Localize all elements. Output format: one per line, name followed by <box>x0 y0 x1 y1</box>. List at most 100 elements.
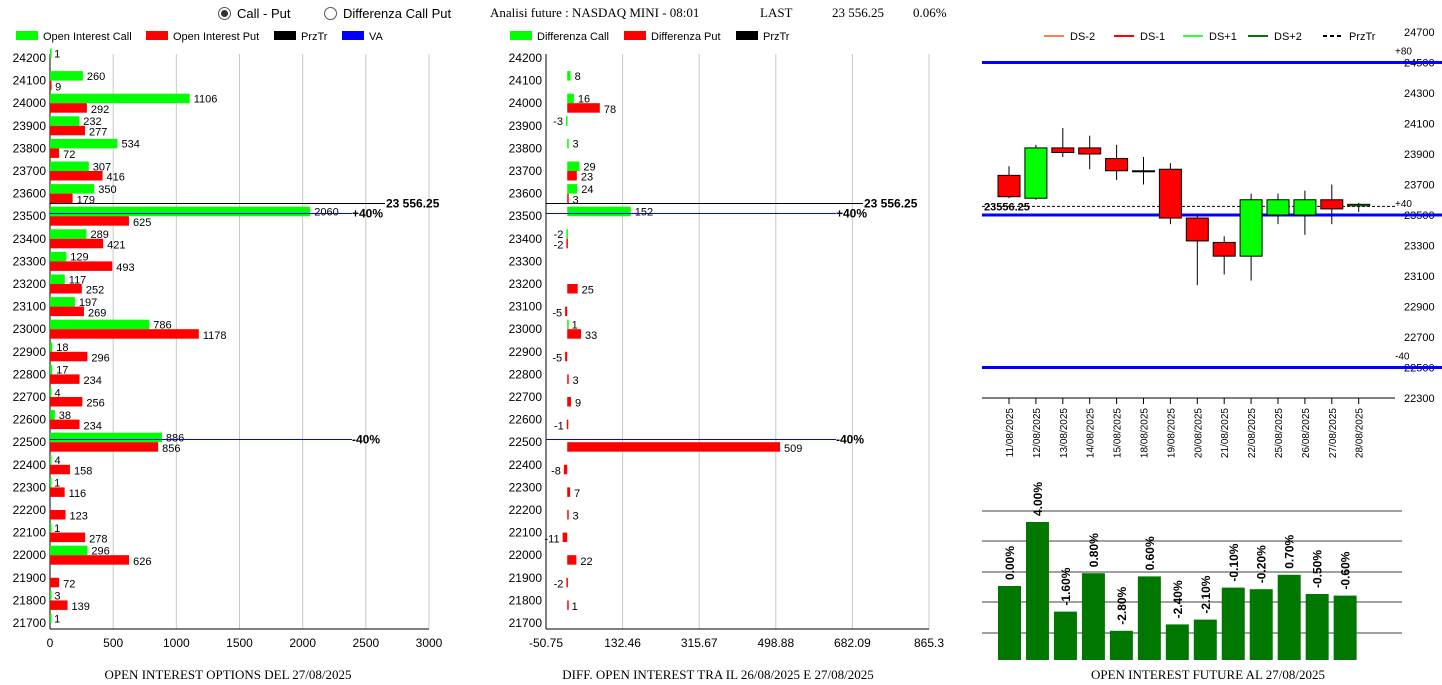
future-bar-label: -0.50% <box>1311 550 1325 588</box>
oi-chart-call-bar <box>50 229 87 239</box>
diff-chart-ytick-label: 22400 <box>509 458 543 472</box>
diff-chart-put-value: -2 <box>554 579 564 591</box>
diff-chart-ytick-label: 22500 <box>509 435 543 449</box>
oi-chart-put-bar <box>50 103 87 113</box>
radio-call-put[interactable]: Call - Put <box>218 6 290 21</box>
oi-chart-put-value: 72 <box>63 579 75 591</box>
oi-chart-xtick-label: 0 <box>47 636 54 650</box>
future-bar-label: 4.00% <box>1031 482 1045 516</box>
diff-chart-put-bar <box>567 103 600 113</box>
oi-chart-put-bar <box>50 532 86 543</box>
future-bar-label: 0.60% <box>1143 536 1157 570</box>
oi-chart-ytick-label: 22500 <box>13 435 47 449</box>
diff-chart-put-value: -5 <box>552 307 562 319</box>
oi-chart-put-bar <box>50 510 66 520</box>
diff-chart-call-value: 152 <box>635 206 653 218</box>
candle-date-label: 12/08/2025 <box>1032 408 1043 458</box>
oi-chart-put-value: 626 <box>133 556 151 568</box>
future-bar-label: -0.60% <box>1339 551 1353 589</box>
candle-ytick-label: 22900 <box>1404 302 1435 314</box>
diff-chart-put-bar <box>567 510 569 520</box>
diff-chart-ytick-label: 22300 <box>509 480 543 494</box>
diff-chart-put-bar <box>566 238 568 249</box>
diff-chart-ytick-label: 23000 <box>509 322 543 336</box>
oi-chart-call-value: 4 <box>55 387 61 399</box>
oi-chart-call-bar <box>50 590 52 601</box>
future-bar <box>1165 624 1189 660</box>
diff-chart-put-value: -11 <box>545 533 560 545</box>
oi-chart-call-value: 4 <box>55 455 61 467</box>
oi-chart-put-value: 234 <box>84 375 102 387</box>
oi-chart-ytick-label: 21900 <box>13 571 47 585</box>
radio-unselected-icon <box>324 7 337 20</box>
oi-chart-ytick-label: 22300 <box>13 480 47 494</box>
diff-chart-put-value: 509 <box>784 443 802 455</box>
diff-chart-ytick-label: 21900 <box>509 571 543 585</box>
oi-chart-ytick-label: 23600 <box>13 187 47 201</box>
last-value: 23 556.25 <box>832 5 884 20</box>
candle-body <box>1185 217 1209 242</box>
diff-chart-va-label: +40% <box>836 206 867 220</box>
radio-diff[interactable]: Differenza Call Put <box>324 6 451 21</box>
future-bar <box>1109 630 1133 660</box>
oi-chart-call-bar <box>50 432 162 443</box>
oi-chart-ytick-label: 24000 <box>13 96 47 110</box>
oi-chart-ytick-label: 22600 <box>13 413 47 427</box>
future-bar <box>1221 587 1245 660</box>
oi-chart-put-bar <box>50 555 130 565</box>
oi-chart-ytick-label: 22200 <box>13 503 47 517</box>
oi-chart-put-bar <box>50 193 73 204</box>
future-bar <box>1305 594 1329 660</box>
oi-chart-put-value: 72 <box>63 149 75 161</box>
diff-chart-ytick-label: 23300 <box>509 254 543 268</box>
oi-chart-put-bar <box>50 238 104 249</box>
oi-chart-call-value: 1106 <box>194 93 218 105</box>
oi-chart-call-value: 886 <box>166 432 184 444</box>
oi-chart-call-bar <box>50 71 83 81</box>
oi-chart-ytick-label: 23700 <box>13 164 47 178</box>
oi-chart-call-value: 3 <box>54 591 60 603</box>
oi-chart-call-value: 786 <box>153 319 171 331</box>
candle-level-label: +40 <box>1395 199 1412 210</box>
diff-chart-put-bar <box>565 306 568 317</box>
diff-chart-ytick-label: 22800 <box>509 367 543 381</box>
diff-chart-xtick-label: 132.46 <box>604 636 641 650</box>
future-bar <box>1137 576 1161 660</box>
diff-chart-put-value: 22 <box>580 556 592 568</box>
diff-chart-put-bar <box>567 555 577 565</box>
oi-chart-put-bar <box>50 80 52 91</box>
oi-chart-ytick-label: 22800 <box>13 367 47 381</box>
oi-chart-call-bar <box>50 545 88 556</box>
diff-chart-put-bar <box>567 600 569 610</box>
diff-chart-ytick-label: 23500 <box>509 209 543 223</box>
candle-ytick-label: 23900 <box>1404 149 1435 161</box>
oi-chart-ytick-label: 23100 <box>13 300 47 314</box>
diff-chart-ytick-label: 21700 <box>509 616 543 630</box>
candle-date-label: 25/08/2025 <box>1274 408 1285 458</box>
oi-chart-put-value: 158 <box>74 466 92 478</box>
legend-left-swatch <box>146 31 168 40</box>
diff-chart-call-bar <box>567 161 580 171</box>
diff-chart-put-bar <box>567 329 582 339</box>
candle-ytick-label: 23100 <box>1404 271 1435 283</box>
diff-chart-put-value: 3 <box>572 511 578 523</box>
oi-chart-put-bar <box>50 125 85 136</box>
diff-chart-ytick-label: 22900 <box>509 345 543 359</box>
oi-chart-put-value: 1178 <box>203 330 227 342</box>
diff-chart-put-value: 3 <box>572 194 578 206</box>
oi-chart-call-value: 117 <box>69 274 87 286</box>
oi-chart-put-value: 292 <box>91 104 109 116</box>
oi-chart-ytick-label: 22900 <box>13 345 47 359</box>
diff-chart-title: DIFF. OPEN INTEREST TRA IL 26/08/2025 E … <box>562 667 873 682</box>
oi-chart-call-bar <box>50 184 95 194</box>
diff-chart-ytick-label: 23100 <box>509 300 543 314</box>
diff-chart-call-bar <box>567 71 571 81</box>
diff-chart-put-bar <box>567 284 578 294</box>
oi-chart-put-value: 269 <box>88 307 106 319</box>
diff-chart-va-label: -40% <box>836 432 864 446</box>
oi-chart-put-bar <box>50 329 199 339</box>
candle-date-label: 13/08/2025 <box>1059 408 1070 458</box>
oi-chart-put-bar <box>50 397 83 407</box>
candle-date-label: 27/08/2025 <box>1328 408 1339 458</box>
oi-chart-call-bar <box>50 364 53 375</box>
